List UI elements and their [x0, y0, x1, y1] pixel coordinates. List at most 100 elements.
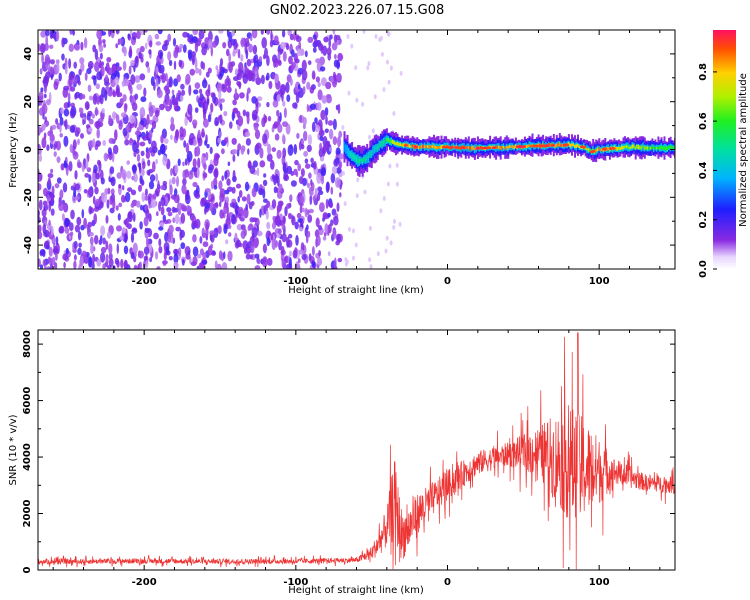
noise-cell — [68, 161, 73, 172]
noise-cell — [335, 34, 341, 41]
ridge-cell — [490, 145, 493, 149]
noise-cell — [318, 43, 324, 51]
noise-cell — [272, 100, 279, 108]
noise-cell — [60, 107, 64, 114]
noise-cell — [290, 62, 294, 73]
noise-cell — [201, 154, 204, 165]
noise-cell — [246, 58, 252, 67]
ridge-cell — [578, 145, 581, 149]
noise-cell — [164, 145, 168, 151]
noise-cell — [283, 107, 287, 118]
ridge-hotspot — [521, 145, 527, 148]
noise-cell — [121, 112, 127, 118]
noise-cell — [219, 103, 223, 111]
noise-cell — [116, 92, 123, 98]
noise-cell — [281, 233, 287, 243]
ridge-cell — [439, 146, 441, 149]
noise-cell — [186, 150, 193, 163]
noise-cell — [317, 89, 323, 101]
noise-cell — [67, 100, 71, 108]
noise-cell — [322, 45, 328, 56]
ridge-hotspot — [403, 144, 409, 147]
noise-cell — [282, 215, 286, 224]
noise-cell — [102, 140, 107, 146]
noise-cell — [333, 215, 339, 226]
noise-cell — [191, 51, 197, 58]
noise-cell — [300, 168, 305, 177]
noise-cell — [46, 144, 50, 151]
noise-cell — [120, 258, 124, 269]
ridge-cell — [411, 143, 414, 148]
noise-cell — [73, 260, 77, 269]
noise-cell — [200, 60, 204, 70]
noise-cell — [322, 146, 326, 157]
noise-cell — [274, 215, 281, 226]
noise-cell — [202, 252, 207, 259]
noise-cell — [395, 181, 399, 187]
ridge-cell — [567, 142, 570, 146]
noise-cell — [336, 59, 340, 70]
noise-cell — [262, 179, 268, 187]
noise-cell — [312, 195, 316, 201]
noise-cell — [198, 30, 205, 40]
noise-cell — [99, 60, 102, 68]
noise-cell — [49, 257, 53, 266]
ridge-cell — [370, 152, 373, 156]
noise-cell — [159, 185, 166, 190]
ridge-hotspot — [486, 146, 492, 150]
noise-cell — [115, 43, 118, 49]
noise-cell — [238, 81, 242, 90]
noise-cell — [393, 218, 396, 224]
noise-cell — [87, 84, 92, 93]
noise-cell — [139, 73, 146, 81]
spectrogram-signal-ridge — [343, 128, 675, 177]
noise-cell — [168, 59, 173, 67]
noise-cell — [91, 113, 96, 119]
noise-cell — [237, 143, 242, 151]
noise-cell — [316, 172, 322, 184]
noise-cell — [63, 85, 70, 91]
ridge-cell — [589, 148, 592, 152]
noise-cell — [216, 82, 223, 93]
noise-cell — [296, 48, 302, 57]
noise-cell — [77, 247, 82, 255]
noise-cell — [121, 194, 126, 203]
noise-cell — [246, 193, 251, 205]
noise-cell — [242, 73, 249, 84]
noise-cell — [208, 30, 213, 42]
ridge-hotspot — [591, 149, 596, 153]
noise-cell — [266, 101, 270, 108]
noise-cell — [74, 44, 81, 51]
figure-title: GN02.2023.226.07.15.G08 — [270, 3, 445, 18]
noise-cell — [38, 154, 43, 162]
noise-cell — [200, 197, 205, 203]
noise-cell — [108, 30, 112, 37]
noise-cell — [295, 35, 302, 43]
ridge-cell — [528, 144, 531, 147]
noise-cell — [263, 173, 267, 178]
ridge-hotspot — [564, 143, 569, 147]
noise-cell — [119, 235, 124, 241]
noise-cell — [103, 43, 106, 48]
noise-cell — [335, 39, 342, 46]
noise-cell — [309, 194, 313, 205]
noise-cell — [81, 164, 85, 172]
noise-cell — [55, 30, 60, 42]
noise-cell — [241, 196, 247, 202]
noise-cell — [203, 163, 207, 171]
noise-cell — [187, 103, 193, 116]
noise-cell — [192, 256, 198, 266]
noise-cell — [194, 107, 199, 113]
colorbar-tick-label: 0.4 — [698, 162, 709, 180]
noise-cell — [86, 113, 91, 121]
noise-cell — [318, 250, 321, 257]
noise-cell — [309, 86, 315, 94]
noise-cell — [38, 172, 43, 182]
ridge-cell — [433, 144, 435, 149]
noise-cell — [197, 157, 201, 169]
y-tick-label: 4000 — [22, 443, 33, 471]
noise-cell — [134, 75, 141, 83]
ridge-cell — [649, 146, 652, 150]
noise-cell — [92, 93, 98, 105]
noise-cell — [49, 133, 55, 142]
